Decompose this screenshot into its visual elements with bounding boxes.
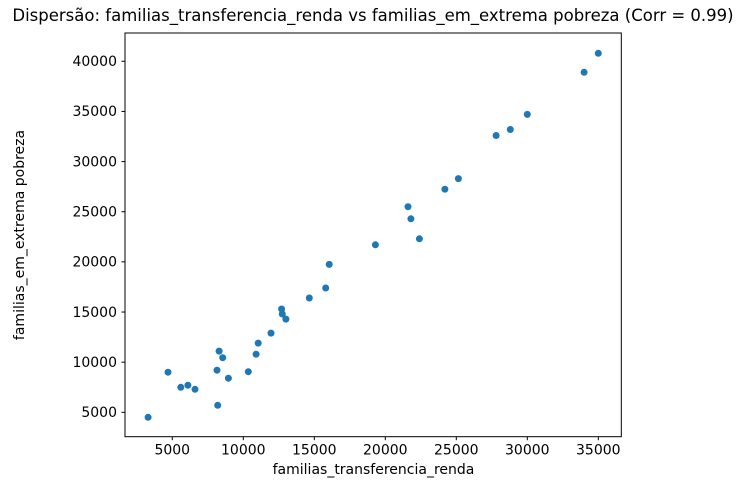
y-tick-label: 5000: [81, 405, 117, 421]
data-point: [454, 175, 462, 183]
data-point: [184, 381, 192, 389]
chart-title: Dispersão: familias_transferencia_renda …: [12, 6, 734, 25]
y-tick-label: 15000: [72, 305, 117, 321]
data-point: [191, 385, 199, 393]
data-point: [523, 110, 531, 118]
x-tick-label: 15000: [292, 442, 337, 458]
data-point: [492, 132, 500, 139]
data-point: [254, 339, 262, 347]
data-point: [164, 368, 172, 376]
y-tick-label: 20000: [72, 255, 117, 271]
y-tick-label: 25000: [72, 204, 117, 220]
data-point: [371, 241, 379, 249]
data-point: [441, 185, 449, 193]
y-tick-label: 40000: [72, 54, 117, 70]
x-tick-label: 5000: [154, 442, 190, 458]
data-point: [322, 284, 330, 292]
data-point: [219, 354, 227, 362]
y-tick-label: 35000: [72, 104, 117, 120]
data-point: [278, 310, 286, 318]
data-point: [404, 203, 412, 211]
plot-frame: [124, 32, 622, 438]
data-point: [407, 215, 415, 223]
data-point: [214, 401, 222, 409]
x-axis-label: familias_transferencia_renda: [272, 462, 475, 478]
data-point: [325, 260, 333, 268]
data-point: [594, 49, 602, 57]
y-tick-label: 30000: [72, 154, 117, 170]
data-point: [144, 413, 152, 421]
data-point: [282, 315, 290, 323]
data-point: [252, 350, 260, 358]
data-point: [415, 235, 423, 243]
data-point: [305, 294, 313, 302]
x-tick-label: 20000: [363, 442, 408, 458]
data-point: [580, 68, 588, 76]
x-tick-label: 35000: [576, 442, 621, 458]
data-point: [213, 366, 221, 374]
x-tick-label: 30000: [505, 442, 550, 458]
data-point: [267, 329, 275, 337]
data-point: [506, 126, 514, 133]
x-tick-label: 25000: [434, 442, 479, 458]
y-axis-label: familias_em_extrema pobreza: [12, 129, 28, 341]
data-point: [244, 368, 252, 376]
data-point: [177, 383, 185, 391]
data-point: [215, 347, 223, 355]
y-tick-label: 10000: [72, 355, 117, 371]
data-point: [224, 374, 232, 382]
x-tick-label: 10000: [221, 442, 266, 458]
